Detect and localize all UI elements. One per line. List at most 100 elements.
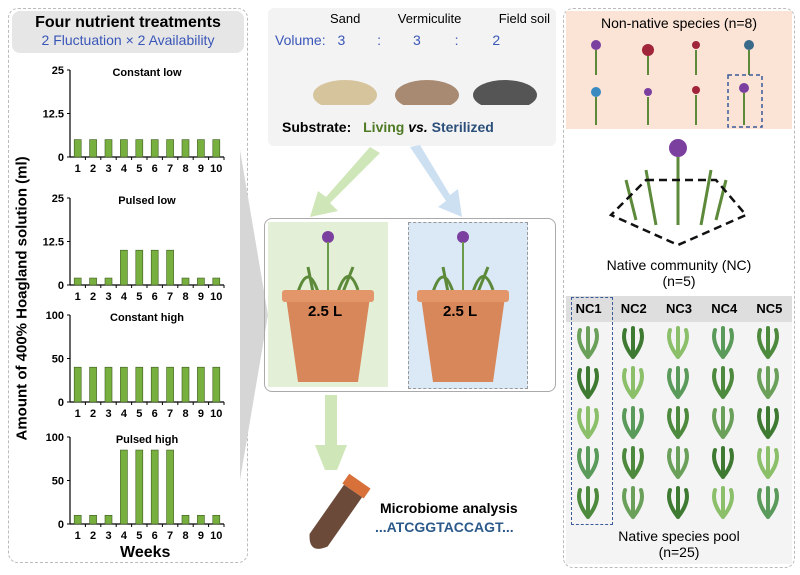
plant-icon (667, 326, 689, 359)
dna-sequence: ...ATCGGTACCAGT... (375, 519, 514, 535)
flower-icon (591, 87, 601, 97)
volume-vermiculite: 3 (412, 32, 421, 48)
plant-icon (622, 366, 644, 399)
plant-icon (712, 406, 734, 439)
volume-field-soil: 2 (492, 32, 501, 48)
bar (181, 514, 190, 525)
bar (89, 514, 97, 525)
flower-icon (591, 40, 601, 50)
plant-icon (757, 486, 779, 519)
plant-icon (577, 406, 599, 439)
bar-chart: Constant high 0 50 100 1 2 3 4 5 6 7 8 9 10 (46, 310, 225, 420)
component-sand: Sand (330, 11, 361, 26)
bar (166, 366, 174, 403)
x-tick-label: 2 (90, 163, 96, 175)
pot-icon (282, 231, 374, 382)
sterilized-label: Sterilized (431, 119, 494, 135)
x-tick-label: 5 (136, 530, 142, 542)
x-tick-label: 1 (75, 163, 81, 175)
native-community-n: (n=5) (662, 273, 696, 289)
bar (120, 366, 128, 403)
nc-header: NC4 (711, 301, 738, 316)
plant-icon (712, 446, 734, 479)
x-tick-label: 9 (198, 163, 204, 175)
flower-icon (642, 44, 654, 56)
bar (104, 514, 113, 525)
plant-icon (712, 326, 734, 359)
bar (197, 277, 205, 286)
x-tick-label: 6 (152, 530, 158, 542)
plant-icon (577, 446, 599, 479)
chart-title: Pulsed high (116, 434, 179, 446)
x-tick-label: 8 (182, 291, 188, 303)
bar (104, 139, 113, 158)
x-tick-label: 3 (105, 163, 111, 175)
plant-icon (712, 486, 734, 519)
substrate-treatment: Substrate: Living vs. Sterilized (282, 119, 494, 135)
x-tick-label: 9 (198, 408, 204, 420)
bar (73, 139, 82, 158)
plant-icon (757, 406, 779, 439)
vs-label: vs. (408, 119, 428, 135)
y-tick-label: 100 (46, 310, 64, 322)
sample-tube-icon (309, 395, 371, 549)
bar-chart: Pulsed high 0 50 100 1 2 3 4 5 6 7 8 9 10 (46, 432, 225, 542)
volume-label: Volume: (275, 32, 326, 48)
x-axis-label: Weeks (120, 544, 171, 561)
sand-pile-icon (313, 80, 377, 105)
pots-box (264, 218, 556, 392)
field-soil-pile-icon (473, 80, 537, 105)
bar (181, 366, 190, 403)
pot-icon (417, 231, 509, 382)
x-tick-label: 3 (105, 530, 111, 542)
bar (120, 449, 128, 525)
bar (150, 449, 159, 525)
flower-icon (692, 41, 700, 49)
ratio-sep: : (454, 32, 459, 48)
plant-icon (757, 446, 779, 479)
bar (135, 139, 144, 158)
component-vermiculite: Vermiculite (397, 11, 462, 26)
bar (135, 249, 144, 286)
y-tick-label: 12.5 (43, 237, 64, 249)
bar (89, 277, 97, 286)
volume-ratio: Volume: 3 : 3 : 2 (275, 32, 500, 48)
x-tick-label: 8 (182, 408, 188, 420)
native-community-label: Native community (NC) (n=5) (566, 257, 792, 289)
bar-chart: Pulsed low 0 12.5 25 1 2 3 4 5 6 7 8 9 10 (43, 193, 225, 303)
bar (135, 449, 144, 525)
chart-title: Constant low (112, 67, 181, 79)
species-pool-n: (n=25) (658, 544, 700, 560)
treatments-subtitle: 2 Fluctuation × 2 Availability (41, 32, 215, 48)
native-community-title: Native community (NC) (606, 257, 752, 273)
x-tick-label: 1 (75, 408, 81, 420)
bar (120, 139, 128, 158)
treatments-title: Four nutrient treatments (35, 14, 221, 31)
bar-chart: Constant low 0 12.5 25 1 2 3 4 5 6 7 8 9 10 (43, 65, 225, 175)
bar (150, 139, 159, 158)
x-tick-label: 7 (167, 408, 173, 420)
bar (197, 514, 205, 525)
bar (212, 139, 221, 158)
x-tick-label: 4 (121, 291, 128, 303)
bar (73, 277, 82, 286)
substrate-components: Sand Vermiculite Field soil (330, 11, 550, 26)
plant-icon (667, 446, 689, 479)
x-tick-label: 3 (105, 291, 111, 303)
pot-illustrations (282, 231, 509, 382)
volume-sand: 3 (337, 32, 346, 48)
substrate-piles (313, 80, 537, 105)
bar (73, 366, 82, 403)
x-tick-label: 7 (167, 163, 173, 175)
green-arrow-icon (310, 147, 380, 217)
flower-icon (669, 139, 687, 157)
y-tick-label: 25 (52, 65, 64, 77)
bar (197, 366, 205, 403)
x-tick-label: 6 (152, 163, 158, 175)
plant-icon (622, 326, 644, 359)
flower-icon (644, 88, 652, 96)
y-tick-label: 0 (58, 397, 64, 409)
microbiome-title: Microbiome analysis (380, 500, 518, 516)
x-tick-label: 7 (167, 530, 173, 542)
x-tick-label: 10 (210, 530, 222, 542)
